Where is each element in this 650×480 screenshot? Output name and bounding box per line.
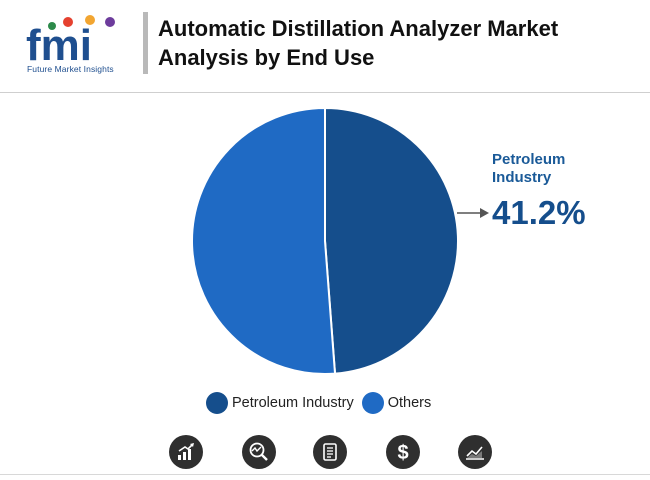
chart-title: Automatic Distillation Analyzer Market A… (158, 16, 559, 70)
svg-text:$: $ (397, 442, 408, 463)
footer-icons: $ (0, 432, 650, 472)
legend-label-petroleum: Petroleum Industry (232, 395, 354, 411)
legend-swatch-others (361, 392, 384, 414)
pie-slice-petroleum-industry (324, 106, 459, 375)
fmi-logo: fmi (26, 15, 115, 70)
pie-chart (190, 106, 489, 375)
header: fmi Future Market Insights Automatic Dis… (0, 0, 650, 93)
legend-item-others: Others (361, 392, 432, 414)
legend-label-others: Others (387, 395, 432, 411)
report-document-icon[interactable] (313, 435, 347, 469)
pie-slice-others (190, 106, 337, 375)
legend-swatch-petroleum (206, 392, 228, 414)
dollar-icon[interactable]: $ (386, 435, 420, 469)
logo-wordmark: fmi (26, 21, 92, 70)
logo-dots (48, 15, 115, 30)
pie-slices (190, 106, 459, 375)
line-chart-icon[interactable] (458, 435, 492, 469)
bottom-divider (0, 474, 650, 475)
logo-caption: Future Market Insights (27, 64, 114, 74)
title-accent-bar (143, 12, 148, 74)
bar-chart-growth-icon[interactable] (169, 435, 203, 469)
legend-item-petroleum: Petroleum Industry (206, 392, 354, 414)
callout-label: Petroleum Industry (492, 151, 566, 186)
callout-arrow (457, 208, 489, 218)
legend: Petroleum Industry Others (206, 392, 431, 414)
callout-value: 41.2% (492, 194, 586, 231)
magnifier-chart-icon[interactable] (242, 435, 276, 469)
